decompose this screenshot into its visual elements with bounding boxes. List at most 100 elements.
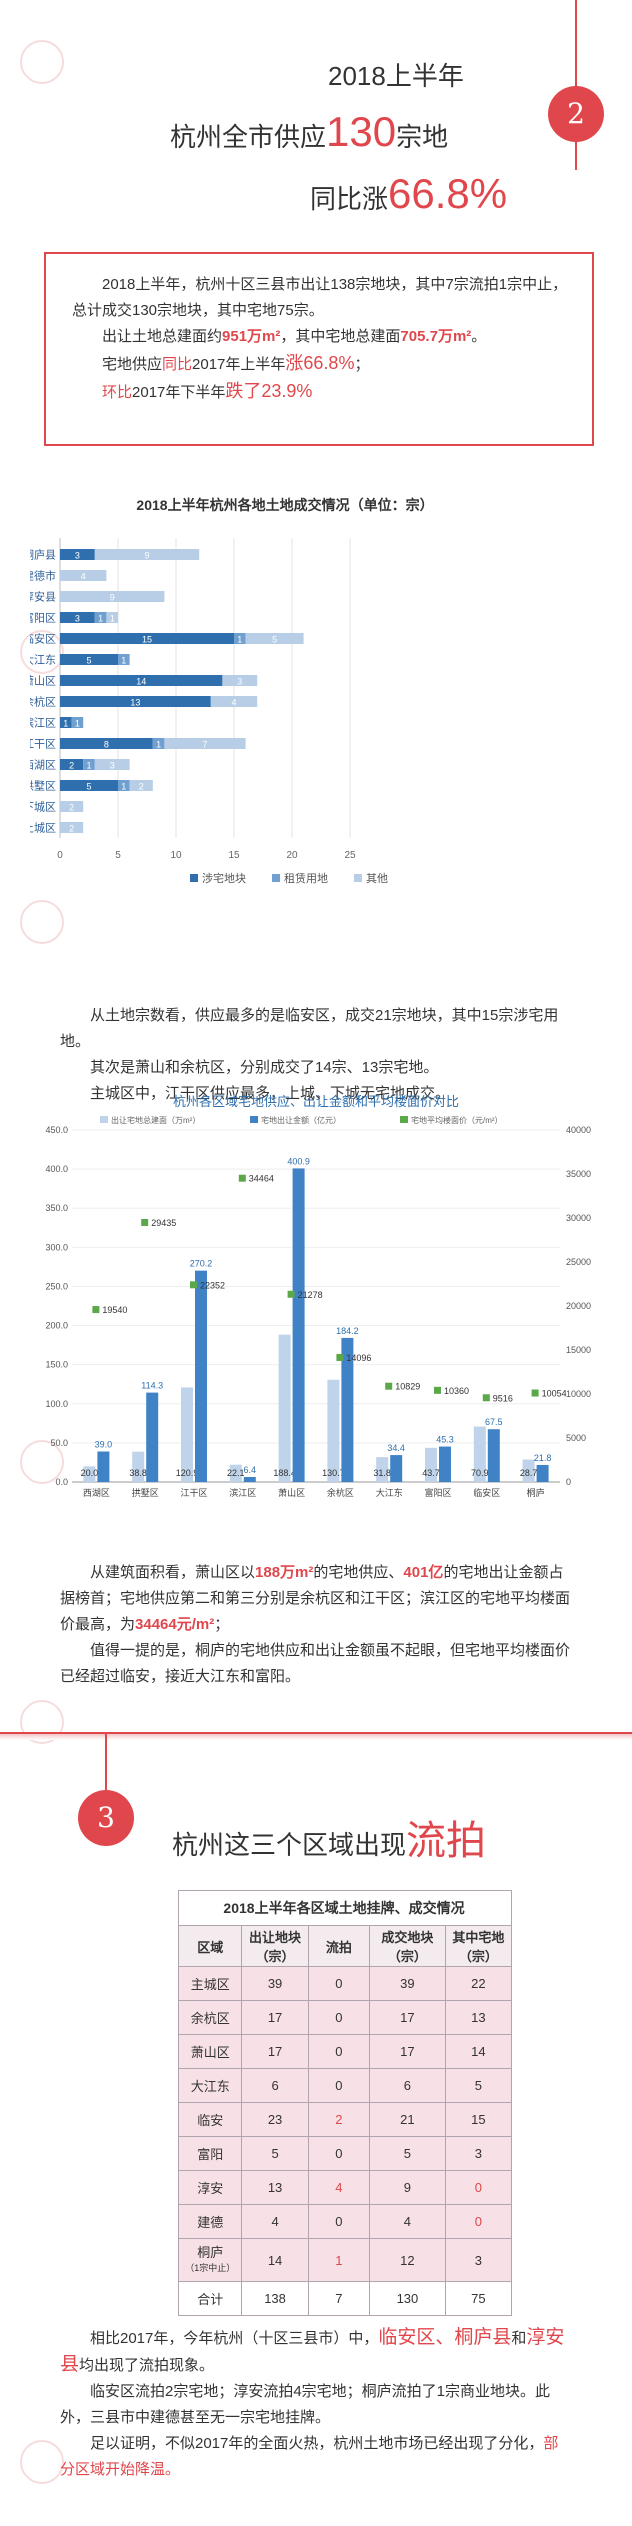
bar-value-label: 8 (104, 740, 109, 750)
legend-label: 宅地出让金额（亿元） (261, 1115, 341, 1125)
bar-segment (60, 570, 107, 581)
category-label: 西湖区 (83, 1488, 110, 1498)
text4-p2: 临安区流拍2宗宅地；淳安流拍4宗宅地；桐庐流拍了1宗商业地块。此外，三县市中建德… (60, 2383, 551, 2426)
bar-segment (60, 612, 95, 623)
bar-area-label: 28.7 (520, 1468, 538, 1478)
bar-segment (129, 780, 153, 791)
x-tick-label: 5 (115, 850, 121, 861)
price-label: 10360 (444, 1386, 469, 1396)
price-point (336, 1353, 344, 1361)
col-header: 其中宅地（宗） (444, 1925, 513, 1967)
bar-area (83, 1466, 96, 1482)
y-left-tick-label: 300.0 (45, 1242, 68, 1252)
section-divider-shadow (0, 1734, 632, 1740)
bar-value-label: 1 (237, 635, 242, 645)
bar-area-label: 120.9 (176, 1468, 199, 1478)
bar-value-label: 2 (69, 761, 74, 771)
text2-p2: 其次是萧山和余杭区，分别成交了14宗、13宗宅地。 (90, 1059, 439, 1076)
bar-segment (60, 717, 72, 728)
category-label: 大江东 (376, 1487, 403, 1498)
y-right-tick-label: 30000 (566, 1213, 591, 1223)
bar-money (439, 1446, 451, 1482)
bar-segment (83, 759, 95, 770)
bar-area-label: 43.7 (422, 1468, 440, 1478)
category-label: 拱墅区 (132, 1487, 159, 1498)
y-left-tick-label: 250.0 (45, 1281, 68, 1291)
category-label: 江干区 (30, 738, 56, 751)
legend-label: 涉宅地块 (202, 871, 246, 885)
legend-label: 租赁用地 (284, 871, 328, 885)
bar-money-label: 67.5 (485, 1417, 503, 1427)
bar-value-label: 5 (272, 635, 277, 645)
summary-p3: 宅地供应同比2017年上半年涨66.8%； (102, 353, 370, 373)
y-right-tick-label: 35000 (566, 1169, 591, 1179)
bar-value-label: 15 (142, 635, 152, 645)
y-right-tick-label: 20000 (566, 1301, 591, 1311)
price-label: 21278 (298, 1290, 323, 1300)
table-row: 桐庐 （1宗中止） 14 1 12 3 (177, 2238, 513, 2282)
bar-segment (60, 696, 211, 707)
red-vertical-line (105, 1734, 107, 1818)
y-right-tick-label: 40000 (566, 1125, 591, 1135)
legend-label: 出让宅地总建面（万m²） (111, 1115, 200, 1125)
badge-dots: • • • (560, 150, 586, 167)
bar-money-label: 21.8 (534, 1453, 552, 1463)
bar-money-label: 45.3 (436, 1435, 454, 1445)
section-divider (0, 1732, 632, 1734)
bar-value-label: 4 (231, 698, 236, 708)
bar-value-label: 13 (130, 698, 140, 708)
bar-segment (60, 633, 234, 644)
legend-swatch (250, 1116, 258, 1123)
bar-money (341, 1337, 354, 1482)
bar-value-label: 7 (202, 740, 207, 750)
bar-segment (164, 738, 246, 749)
legend-label: 其他 (366, 872, 388, 885)
table-row: 淳安 13 4 9 0 (177, 2170, 513, 2205)
bar-money (487, 1429, 500, 1482)
bar-segment (94, 612, 107, 623)
bar-segment (60, 738, 153, 749)
watermark-logo (20, 40, 64, 84)
bar-money (243, 1476, 256, 1482)
bar-value-label: 1 (63, 719, 68, 729)
text3-p2: 值得一提的是，桐庐的宅地供应和出让金额虽不起眼，但宅地平均楼面价已经超过临安，接… (60, 1642, 571, 1685)
x-tick-label: 25 (344, 850, 356, 861)
bar-money-label: 400.9 (287, 1156, 310, 1166)
bar-segment (152, 738, 165, 749)
chart-title: 2018上半年杭州各地土地成交情况（单位：宗） (136, 497, 433, 513)
price-label: 34464 (249, 1174, 274, 1184)
bar-segment (245, 633, 304, 644)
bar-money (195, 1270, 207, 1482)
price-label: 19540 (102, 1305, 127, 1315)
table-header-row: 区域 出让地块（宗） 流拍 成交地块（宗） 其中宅地（宗） (177, 1925, 513, 1967)
bar-area-label: 22.1 (227, 1468, 245, 1478)
price-point (190, 1281, 197, 1289)
price-label: 10054 (542, 1389, 567, 1399)
price-point (141, 1218, 149, 1226)
bar-area (229, 1464, 242, 1482)
bar-money-label: 6.4 (244, 1465, 257, 1475)
bar-area-label: 38.8 (129, 1468, 147, 1478)
text-block-3: 从建筑面积看，萧山区以188万m²的宅地供应、401亿的宅地出让金额占据榜首；宅… (60, 1560, 570, 1690)
bar-segment (60, 654, 118, 665)
bar-money-label: 34.4 (387, 1443, 405, 1453)
y-left-tick-label: 450.0 (45, 1125, 68, 1135)
table-row: 大江东 6 0 6 5 (177, 2068, 513, 2103)
bar-value-label: 4 (81, 572, 86, 582)
category-label: 余杭区 (30, 695, 56, 709)
bar-segment (60, 675, 223, 686)
bar-value-label: 1 (121, 782, 126, 792)
bar-area-label: 31.8 (373, 1468, 391, 1478)
section-title-line3: 同比涨66.8% (310, 170, 508, 217)
bar-value-label: 1 (98, 614, 103, 624)
chart-title: 杭州各区域宅地供应、出让金额和平均楼面价对比 (173, 1094, 459, 1109)
section-title-line1: 2018上半年 (328, 61, 464, 91)
y-left-tick-label: 350.0 (45, 1203, 68, 1213)
bar-value-label: 1 (75, 719, 80, 729)
legend-swatch (400, 1116, 408, 1123)
x-tick-label: 15 (228, 850, 240, 861)
price-point (482, 1394, 490, 1402)
bar-area-label: 188.4 (273, 1468, 296, 1478)
category-label: 拱墅区 (30, 779, 56, 793)
y-left-tick-label: 50.0 (50, 1438, 68, 1448)
